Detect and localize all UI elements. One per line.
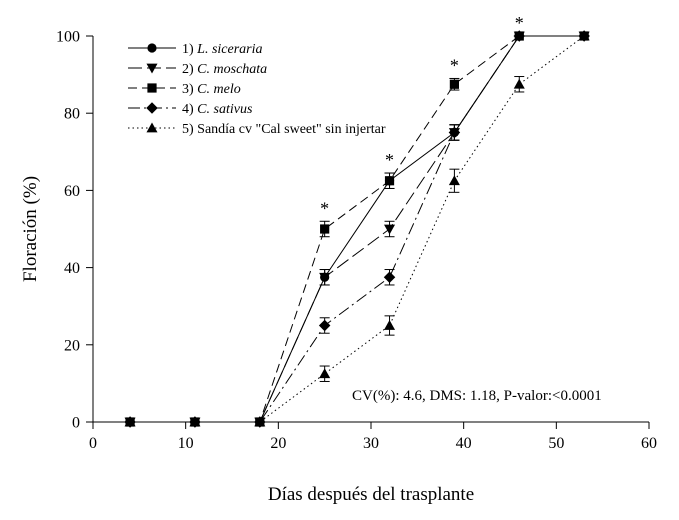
- data-point: [449, 79, 459, 89]
- series-5: [124, 30, 590, 427]
- series-layer: [124, 30, 590, 428]
- y-tick-label: 20: [64, 337, 80, 354]
- data-point: [124, 416, 136, 427]
- x-tick-label: 50: [548, 435, 564, 452]
- legend-number: 2): [182, 62, 197, 77]
- data-point: [448, 126, 461, 139]
- statistics-annotation: CV(%): 4.6, DMS: 1.18, P-valor:<0.0001: [352, 388, 602, 404]
- x-tick-label: 0: [89, 435, 97, 452]
- legend-item-2: 2) C. moschata: [128, 62, 267, 77]
- significance-star: *: [320, 198, 329, 218]
- legend-name: C. sativus: [197, 102, 253, 117]
- data-point: [318, 319, 331, 332]
- x-tick-label: 40: [456, 435, 472, 452]
- legend-name: C. moschata: [197, 62, 267, 77]
- legend-number: 3): [182, 82, 197, 97]
- legend-item-1: 1) L. siceraria: [128, 42, 263, 57]
- legend-name: L. siceraria: [196, 42, 262, 57]
- y-axis-label: Floración (%): [20, 176, 41, 282]
- legend-label: 4) C. sativus: [182, 102, 253, 117]
- y-tick-label: 80: [64, 106, 80, 123]
- legend-name: C. melo: [197, 82, 241, 97]
- legend-marker: [147, 43, 157, 53]
- data-point: [189, 416, 201, 427]
- legend-number: 1): [182, 42, 197, 57]
- legend-name: Sandía cv "Cal sweet" sin injertar: [197, 122, 386, 137]
- y-tick-label: 60: [64, 183, 80, 200]
- significance-star: *: [450, 55, 459, 75]
- legend-label: 5) Sandía cv "Cal sweet" sin injertar: [182, 122, 386, 137]
- data-point: [513, 78, 525, 89]
- data-point: [319, 368, 331, 379]
- legend-marker: [147, 83, 157, 93]
- significance-star: *: [515, 13, 524, 33]
- legend-marker: [146, 122, 158, 133]
- data-point: [384, 319, 396, 330]
- x-tick-label: 30: [363, 435, 379, 452]
- x-tick-label: 20: [270, 435, 286, 452]
- y-tick-label: 100: [56, 29, 80, 46]
- significance-markers: * * * *: [320, 13, 524, 218]
- data-point: [384, 224, 396, 235]
- data-point: [319, 272, 331, 283]
- data-point: [383, 271, 396, 283]
- axes: 0 10 20 30 40 50 60 0 20 40 60 80 100: [56, 29, 657, 453]
- data-point: [578, 30, 590, 41]
- x-axis-label: Días después del trasplante: [268, 484, 474, 505]
- legend-item-3: 3) C. melo: [128, 82, 241, 97]
- y-tick-label: 40: [64, 260, 80, 277]
- legend-marker: [146, 102, 158, 114]
- legend-number: 5): [182, 122, 197, 137]
- data-point: [448, 175, 460, 186]
- legend-item-5: 5) Sandía cv "Cal sweet" sin injertar: [128, 122, 386, 137]
- data-point: [513, 30, 526, 42]
- legend-marker: [146, 63, 158, 74]
- x-tick-label: 10: [178, 435, 194, 452]
- y-tick-label: 0: [72, 415, 80, 432]
- series-line: [130, 35, 585, 423]
- legend-number: 4): [182, 102, 197, 117]
- data-point: [254, 416, 266, 427]
- data-point: [384, 176, 395, 186]
- legend-label: 3) C. melo: [182, 82, 241, 97]
- legend-label: 2) C. moschata: [182, 62, 267, 77]
- legend-label: 1) L. siceraria: [182, 42, 263, 57]
- data-point: [320, 224, 330, 234]
- legend-item-4: 4) C. sativus: [128, 102, 253, 117]
- x-tick-label: 60: [641, 435, 657, 452]
- significance-star: *: [385, 150, 394, 170]
